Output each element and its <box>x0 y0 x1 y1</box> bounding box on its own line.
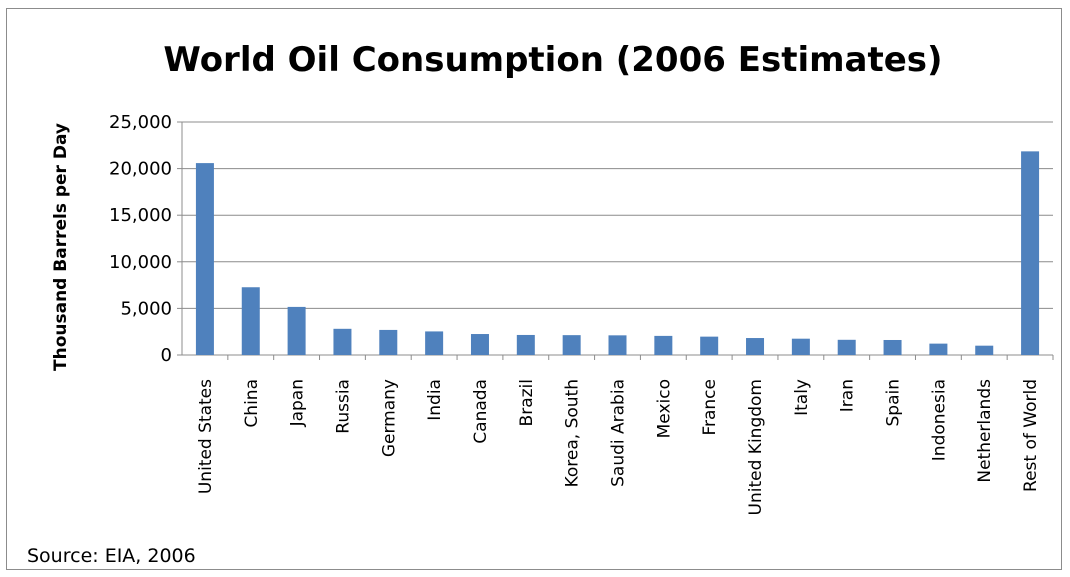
bars <box>195 151 1040 355</box>
x-tick-label: Iran <box>838 379 858 412</box>
x-tick-label: Russia <box>333 379 353 434</box>
x-tick-label: France <box>700 379 720 436</box>
x-tick-label: Mexico <box>654 379 674 438</box>
bar <box>883 339 902 355</box>
chart-title: World Oil Consumption (2006 Estimates) <box>163 40 942 80</box>
bar <box>975 345 994 355</box>
x-tick-label: Korea, South <box>563 379 583 487</box>
x-tick-label: United Kingdom <box>746 379 766 515</box>
x-tick-label: Italy <box>792 379 812 416</box>
bar <box>700 336 719 355</box>
source-note: Source: EIA, 2006 <box>27 545 196 567</box>
y-tick-label: 10,000 <box>109 252 172 273</box>
x-tick-label: Indonesia <box>929 379 949 461</box>
x-tick-labels: United States China Japan Russia Germany Indi… <box>196 379 1041 516</box>
y-tick-label: 20,000 <box>109 159 172 180</box>
y-tick-label: 0 <box>161 345 172 366</box>
bar <box>241 287 260 355</box>
x-tick-label: India <box>425 379 445 421</box>
x-tick-label: Netherlands <box>975 379 995 483</box>
bar <box>287 306 306 355</box>
axes <box>177 121 1054 360</box>
bar <box>654 335 673 355</box>
bar <box>608 335 627 355</box>
gridlines <box>182 121 1053 309</box>
bar <box>929 343 948 355</box>
x-tick-label: United States <box>196 379 216 494</box>
chart-svg: World Oil Consumption (2006 Estimates) T… <box>27 40 1054 567</box>
bar <box>562 335 581 355</box>
bar <box>333 328 352 355</box>
x-tick-label: Brazil <box>517 379 537 426</box>
bar <box>837 339 856 355</box>
bar <box>195 163 214 355</box>
x-tick-label: Canada <box>471 379 491 444</box>
x-tick-label: Rest of World <box>1021 379 1041 492</box>
x-tick-label: Germany <box>379 379 399 457</box>
y-tick-labels: 0 5,000 10,000 15,000 20,000 25,000 <box>109 112 172 366</box>
bar <box>425 331 444 355</box>
x-tick-label: China <box>242 379 262 428</box>
bar <box>470 334 489 355</box>
x-tick-label: Saudi Arabia <box>609 379 629 487</box>
bar <box>379 329 398 355</box>
chart-frame: World Oil Consumption (2006 Estimates) T… <box>6 8 1062 570</box>
bar <box>746 338 765 355</box>
x-tick-label: Japan <box>288 379 308 427</box>
bar <box>791 338 810 355</box>
y-tick-label: 25,000 <box>109 112 172 133</box>
bar <box>1021 151 1040 355</box>
y-axis-label: Thousand Barrels per Day <box>51 123 71 371</box>
y-tick-label: 5,000 <box>120 298 172 319</box>
x-tick-label: Spain <box>884 379 904 427</box>
bar <box>516 334 535 355</box>
y-tick-label: 15,000 <box>109 205 172 226</box>
